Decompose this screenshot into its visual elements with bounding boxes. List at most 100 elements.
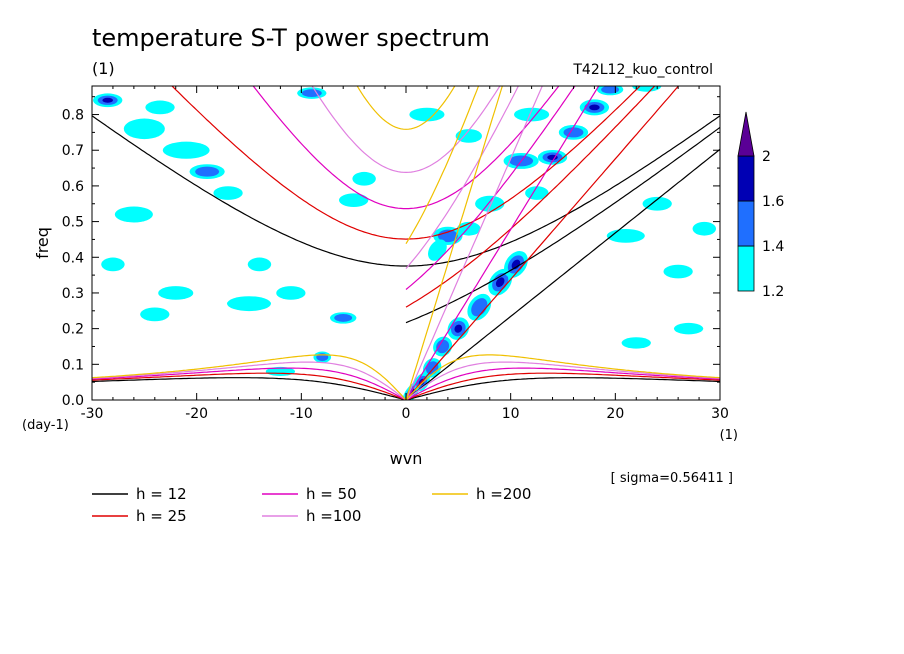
- inertia-gravity-curve: [171, 86, 641, 240]
- power-blob: [158, 286, 194, 300]
- power-blob: [692, 221, 717, 236]
- legend-label: h = 25: [136, 507, 187, 525]
- y-tick-label: 0.1: [62, 357, 84, 373]
- power-contour: [663, 264, 693, 279]
- power-blob: [457, 221, 481, 236]
- mrg-curve: [405, 86, 656, 308]
- kelvin-curve: [405, 86, 680, 400]
- mrg-curve: [405, 86, 576, 290]
- colorbar: 1.2 1.4 1.6 2: [737, 111, 784, 300]
- power-blob: [162, 141, 210, 159]
- power-contour: [352, 171, 376, 186]
- power-contours: [93, 86, 717, 400]
- power-blob: [579, 99, 610, 116]
- colorbar-arrow: [737, 111, 755, 157]
- colorbar-label: 1.2: [762, 284, 784, 300]
- power-contour: [692, 221, 717, 236]
- sigma-note: [ sigma=0.56411 ]: [611, 471, 733, 486]
- power-contour: [409, 107, 445, 122]
- x-axis-unit: (1): [720, 428, 738, 443]
- y-tick-label: 0.2: [62, 322, 84, 338]
- power-contour: [475, 195, 505, 212]
- power-blob: [596, 86, 624, 96]
- rossby-curve: [92, 367, 720, 400]
- power-blob: [276, 286, 306, 300]
- rossby-curve: [92, 372, 720, 400]
- power-contour: [436, 339, 450, 354]
- y-tick-label: 0.5: [62, 215, 84, 231]
- power-contour: [339, 193, 369, 208]
- inertia-gravity-curve: [311, 86, 501, 174]
- legend-label: h = 12: [136, 485, 187, 503]
- power-contour: [589, 104, 600, 111]
- power-contour: [511, 259, 521, 270]
- power-contour: [454, 324, 463, 333]
- colorbar-label: 2: [762, 149, 771, 165]
- power-contour: [457, 221, 481, 236]
- x-tick-label: 20: [606, 406, 624, 422]
- legend-item: h =200: [432, 485, 531, 503]
- rossby-curve: [92, 354, 720, 400]
- power-blob: [313, 351, 332, 363]
- power-blob: [352, 171, 376, 186]
- kelvin-curve: [405, 86, 600, 400]
- power-contour: [114, 206, 153, 223]
- legend-item: h = 25: [92, 507, 187, 525]
- power-blob: [145, 100, 175, 115]
- power-blob: [123, 118, 165, 140]
- colorbar-segment: [737, 200, 755, 247]
- power-blob: [213, 186, 243, 200]
- x-tick-label: -10: [290, 406, 313, 422]
- legend-item: h = 50: [262, 485, 357, 503]
- x-tick-label: 0: [402, 406, 411, 422]
- power-blob: [101, 257, 125, 272]
- legend-label: h =200: [476, 485, 531, 503]
- x-tick-label: -20: [185, 406, 208, 422]
- y-tick-label: 0.8: [62, 108, 84, 124]
- power-contour: [437, 229, 458, 243]
- chart-subtitle-unit: (1): [92, 59, 115, 78]
- power-contour: [601, 86, 620, 94]
- power-blob: [339, 193, 369, 208]
- legend-item: h = 12: [92, 485, 187, 503]
- power-blob: [673, 322, 704, 335]
- power-contour: [140, 307, 170, 322]
- power-blob: [663, 264, 693, 279]
- power-contour: [227, 296, 271, 312]
- power-contour: [495, 277, 505, 288]
- power-contour: [673, 322, 704, 335]
- power-blob: [189, 164, 225, 180]
- legend: h = 12 h = 25 h = 50 h =100 h =200: [92, 485, 531, 525]
- power-blob: [409, 107, 445, 122]
- power-contour: [158, 286, 194, 300]
- mrg-curve: [405, 126, 720, 324]
- power-contour: [334, 314, 353, 322]
- colorbar-segment: [737, 155, 755, 202]
- power-contour: [642, 196, 672, 211]
- power-contour: [563, 127, 584, 138]
- power-contour: [162, 141, 210, 159]
- legend-label: h =100: [306, 507, 361, 525]
- power-contour: [195, 166, 220, 177]
- x-tick-label: 10: [502, 406, 520, 422]
- y-axis-unit: (day-1): [22, 418, 69, 433]
- power-blob: [330, 312, 357, 324]
- y-axis-label: freq: [33, 227, 52, 259]
- inertia-gravity-curve: [356, 86, 456, 130]
- power-contour: [101, 257, 125, 272]
- power-contour: [123, 118, 165, 140]
- power-contour: [247, 257, 272, 272]
- colorbar-segment: [737, 245, 755, 292]
- power-blob: [475, 195, 505, 212]
- kelvin-curve: [405, 86, 503, 400]
- power-blob: [433, 336, 453, 357]
- kelvin-curve: [405, 86, 543, 400]
- power-contour: [145, 100, 175, 115]
- power-contour: [455, 129, 482, 143]
- legend-label: h = 50: [306, 485, 357, 503]
- chart-subtitle-run: T42L12_kuo_control: [572, 62, 713, 78]
- power-blob: [455, 129, 482, 143]
- y-tick-label: 0.3: [62, 286, 84, 302]
- x-tick-label: -30: [81, 406, 104, 422]
- power-contour: [213, 186, 243, 200]
